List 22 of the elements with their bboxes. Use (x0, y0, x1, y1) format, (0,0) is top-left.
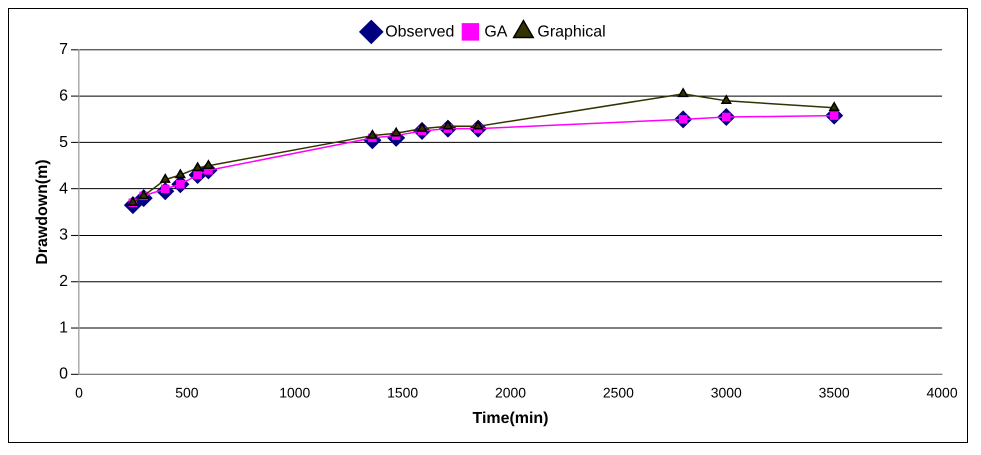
x-tick-label: 3000 (710, 384, 742, 400)
y-tick-label: 3 (59, 226, 68, 244)
legend-label: Observed (385, 23, 454, 40)
x-tick-label: 0 (75, 384, 84, 400)
y-tick-label: 6 (59, 88, 68, 105)
y-tick-label: 2 (59, 273, 68, 290)
x-tick-label: 500 (175, 384, 199, 400)
x-axis-title: Time(min) (472, 410, 548, 427)
x-tick-label: 2500 (602, 384, 634, 400)
x-tick-label: 1000 (279, 384, 310, 400)
legend-label: GA (484, 23, 508, 40)
x-tick-label: 2000 (494, 384, 526, 400)
y-axis-title: Drawdown(m) (34, 159, 51, 265)
y-tick-label: 0 (59, 366, 68, 383)
x-tick-label: 1500 (387, 384, 418, 400)
y-tick-label: 5 (59, 134, 68, 151)
y-tick-label: 4 (59, 180, 68, 198)
x-tick-label: 3500 (818, 384, 850, 400)
x-tick-label: 4000 (926, 384, 958, 400)
y-tick-label: 7 (59, 41, 68, 58)
legend-label: Graphical (537, 23, 606, 40)
y-tick-label: 1 (59, 319, 68, 336)
